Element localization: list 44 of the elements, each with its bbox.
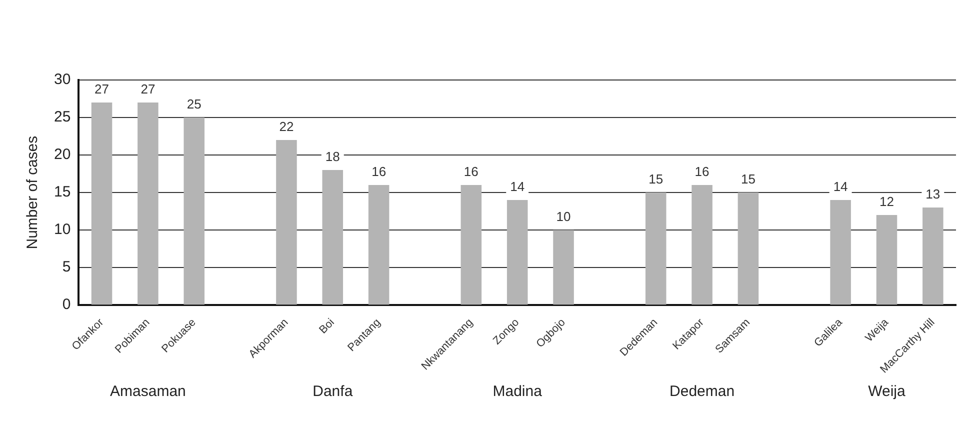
y-tick-label: 10 — [54, 221, 71, 238]
y-tick-label: 15 — [54, 184, 71, 201]
y-tick-label: 30 — [54, 71, 71, 88]
text: Danfa — [312, 383, 354, 400]
text: Amasaman — [110, 383, 186, 400]
y-tick-label: 20 — [54, 146, 71, 164]
text: Weija — [868, 383, 906, 400]
text: Madina — [492, 383, 543, 400]
y-tick-label: 25 — [54, 108, 71, 126]
bar — [138, 102, 158, 305]
bar — [692, 185, 712, 305]
data-label: 25 — [186, 96, 202, 112]
data-label: 15 — [740, 172, 756, 187]
bar — [322, 170, 344, 305]
bar — [368, 185, 390, 305]
bar — [460, 185, 482, 305]
data-label: 15 — [648, 172, 664, 187]
bar — [922, 208, 944, 305]
data-label: 13 — [926, 186, 940, 202]
text: Dedeman — [670, 383, 735, 400]
bar — [876, 215, 898, 305]
data-label: 14 — [510, 179, 525, 194]
bar — [738, 192, 759, 305]
data-label: 27 — [94, 82, 110, 97]
data-label: 27 — [140, 82, 156, 97]
bar — [184, 118, 205, 305]
data-label: 12 — [880, 194, 894, 210]
y-tick-label: 5 — [62, 258, 71, 276]
bar — [553, 230, 574, 305]
data-label: 18 — [325, 149, 340, 164]
bar — [830, 200, 851, 305]
y-axis-title: Number of cases — [24, 136, 42, 250]
data-label: 14 — [833, 179, 848, 194]
x-tick-label: Boi — [317, 316, 337, 336]
data-label: 16 — [372, 164, 386, 180]
bar — [506, 200, 528, 305]
bar — [91, 102, 112, 305]
bar — [276, 140, 297, 305]
data-label: 16 — [694, 164, 710, 180]
data-label: 16 — [464, 164, 478, 180]
data-label: 10 — [556, 209, 571, 224]
bar — [645, 192, 666, 305]
data-label: 22 — [279, 119, 294, 134]
y-tick-label: 0 — [62, 296, 71, 314]
